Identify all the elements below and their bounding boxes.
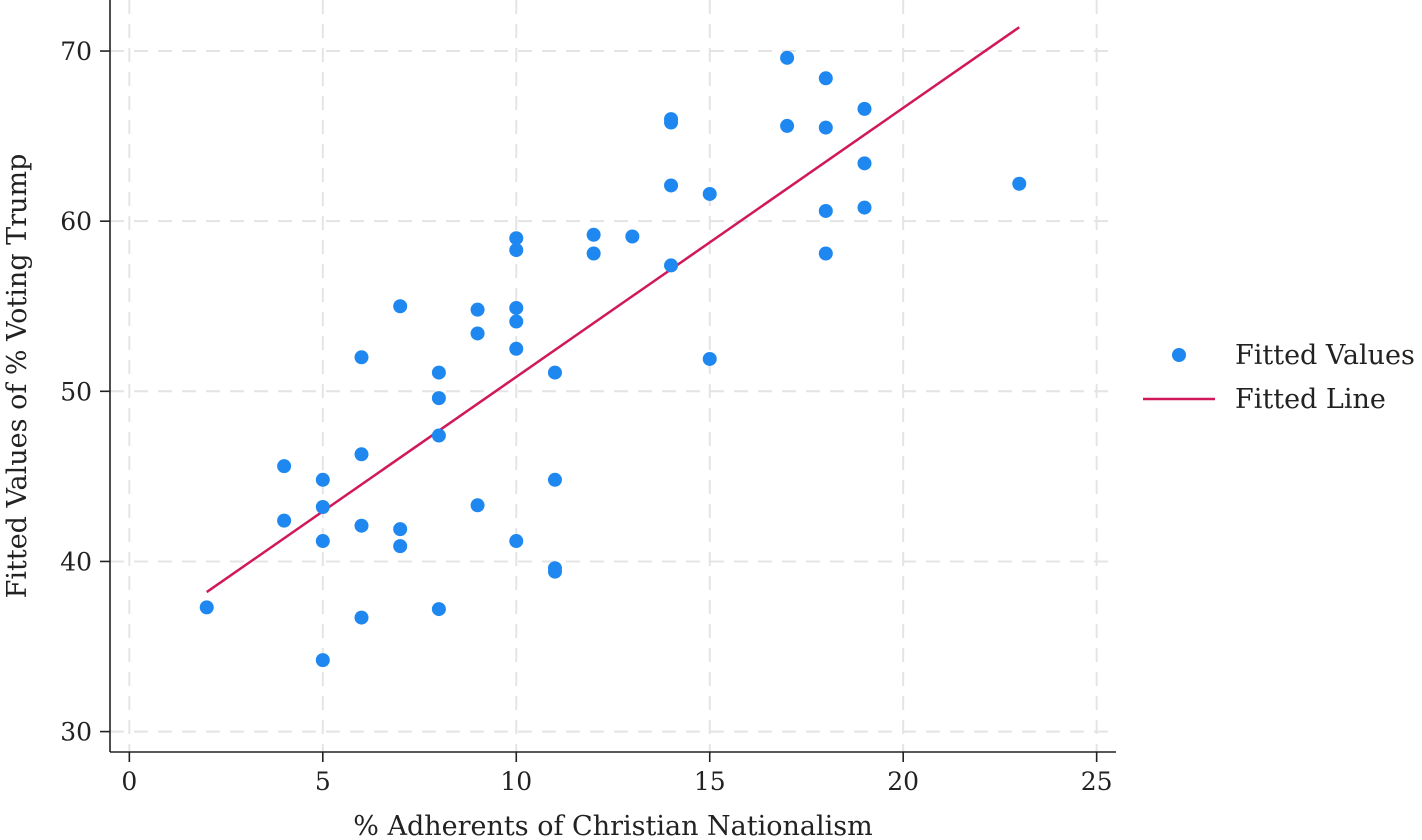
data-point [509,300,524,315]
data-point [315,534,330,549]
data-point [586,227,601,242]
x-axis-title: % Adherents of Christian Nationalism [353,811,872,840]
y-tick-label-60: 60 [60,207,92,236]
data-point [857,156,872,171]
y-tick-label-70: 70 [60,37,92,66]
data-point [431,391,446,406]
data-point [780,118,795,133]
data-point [315,653,330,668]
data-point [393,299,408,314]
data-point [509,534,524,549]
data-point [818,246,833,261]
data-point [199,600,214,615]
y-tick-label-50: 50 [60,377,92,406]
x-tick-label-25: 25 [1081,767,1113,796]
data-point [393,539,408,554]
x-axis-ticks: 0 5 10 15 20 25 [121,752,1113,796]
fitted-values-series [199,50,1027,668]
y-tick-label-40: 40 [60,547,92,576]
data-point [664,258,679,273]
data-point [586,246,601,261]
data-point [431,365,446,380]
x-tick-label-0: 0 [121,767,137,796]
data-point [277,459,292,474]
data-point [702,186,717,201]
data-point [702,351,717,366]
data-point [509,231,524,246]
data-point [857,200,872,215]
data-point [664,115,679,130]
data-point [547,564,562,579]
fitted-line-series [206,26,1020,594]
data-point [354,350,369,365]
data-point [547,472,562,487]
legend: Fitted Values Fitted Line [1143,340,1415,415]
data-point [818,71,833,86]
data-point [470,498,485,513]
data-point [354,518,369,533]
legend-label-fitted-line: Fitted Line [1235,384,1386,415]
data-point [315,500,330,515]
data-point [509,243,524,258]
data-point [431,602,446,617]
axes [109,0,1116,753]
x-tick-label-15: 15 [694,767,726,796]
x-tick-label-10: 10 [500,767,532,796]
data-point [780,50,795,65]
y-axis-title: Fitted Values of % Voting Trump [2,154,33,599]
legend-marker-fitted-values [1172,348,1186,362]
data-point [509,341,524,356]
data-point [470,326,485,341]
data-point [547,365,562,380]
fitted-line [206,26,1020,594]
data-point [1012,176,1027,191]
data-point [470,302,485,317]
data-point [857,101,872,116]
data-point [315,472,330,487]
data-point [509,314,524,329]
x-tick-label-5: 5 [315,767,331,796]
data-point [818,203,833,218]
y-axis-ticks: 30 40 50 60 70 [60,37,110,747]
y-tick-label-30: 30 [60,718,92,747]
data-point [818,120,833,135]
data-point [664,178,679,193]
grid [110,0,1116,752]
x-tick-label-20: 20 [887,767,919,796]
data-point [625,229,640,244]
data-point [354,610,369,625]
data-point [354,447,369,462]
data-point [277,513,292,528]
legend-label-fitted-values: Fitted Values [1235,340,1415,371]
data-point [393,522,408,537]
data-point [431,428,446,443]
